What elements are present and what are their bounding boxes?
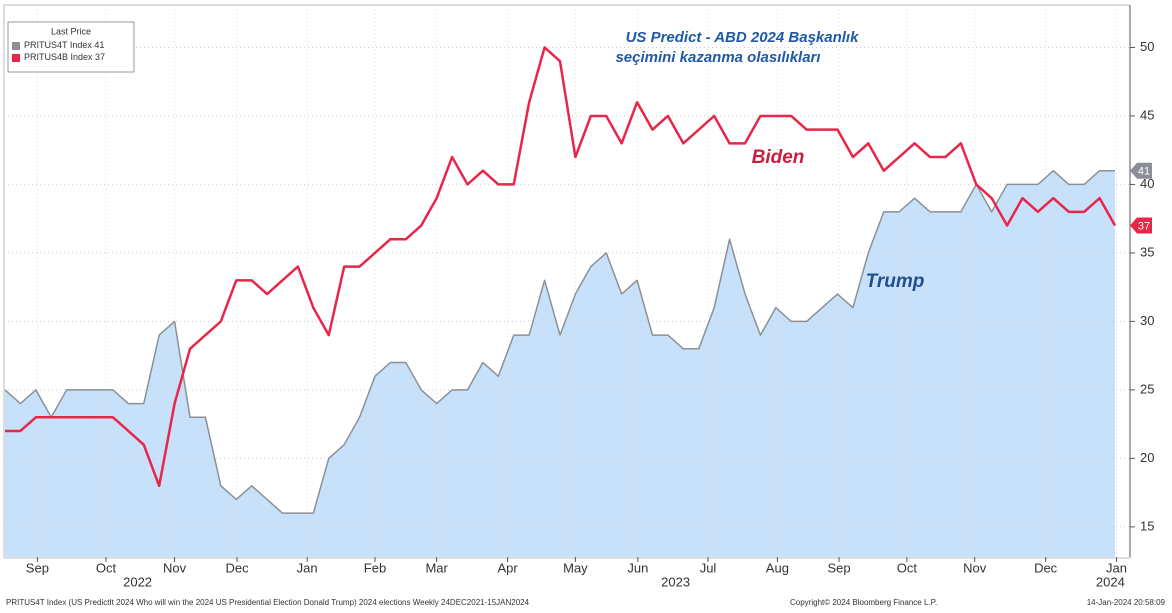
series-line [5,46,1117,488]
y-tick-label: 50 [1140,39,1154,54]
series-label: Trump [866,271,925,292]
last-value-tag [1130,162,1152,179]
y-tick-label: 35 [1140,244,1154,259]
y-tick-label: 25 [1140,381,1154,396]
y-tick-label: 45 [1140,107,1154,122]
legend-name: PRITUS4T Index [24,40,92,50]
legend-title: Last Price [51,26,91,36]
x-tick-label: Dec [225,560,249,575]
last-value-label: 37 [1138,220,1150,232]
footer-center: Copyright© 2024 Bloomberg Finance L.P. [790,598,937,607]
y-tick-label: 20 [1140,450,1154,465]
x-tick-label: Dec [1034,560,1058,575]
series-label: Biden [752,147,805,168]
legend-value: 37 [95,52,105,62]
x-tick-label: Jun [627,560,648,575]
legend-value: 41 [94,40,104,50]
last-value-label: 41 [1138,166,1150,178]
chart-subtitle: seçimini kazanma olasılıkları [615,49,820,66]
y-tick-label: 40 [1140,176,1154,191]
x-tick-label: Sep [26,560,49,575]
legend-swatch [12,42,20,50]
footer-left: PRITUS4T Index (US PredictIt 2024 Who wi… [6,598,530,607]
chart-title: US Predict - ABD 2024 Başkanlık [626,29,860,46]
x-tick-label: May [563,560,588,575]
legend [7,21,135,73]
x-tick-label: Nov [963,560,987,575]
series-line [4,169,1115,514]
legend-swatch [12,54,20,62]
x-tick-label: Oct [96,560,117,575]
year-label: 2024 [1096,574,1125,589]
x-tick-label: Oct [897,560,918,575]
legend-label: PRITUS4T Index 41 [24,40,104,50]
legend-name: PRITUS4B Index [24,52,93,62]
area [5,170,1115,557]
legend-label: PRITUS4B Index 37 [24,52,105,62]
x-tick-label: Sep [827,560,850,575]
x-tick-label: Jul [700,560,717,575]
x-tick-label: Jan [1106,560,1127,575]
x-tick-label: Feb [364,560,386,575]
last-value-tag [1130,217,1152,234]
year-label: 2023 [661,574,690,589]
x-tick-label: Nov [163,560,187,575]
y-tick-label: 15 [1140,518,1154,533]
plot [4,5,1130,557]
x-tick-label: Jan [297,560,318,575]
x-tick-label: Apr [497,560,518,575]
x-tick-label: Aug [766,560,789,575]
footer-right: 14-Jan-2024 20:58:09 [1087,598,1166,607]
year-label: 2022 [123,574,152,589]
y-tick-label: 30 [1140,313,1154,328]
x-tick-label: Mar [425,560,448,575]
